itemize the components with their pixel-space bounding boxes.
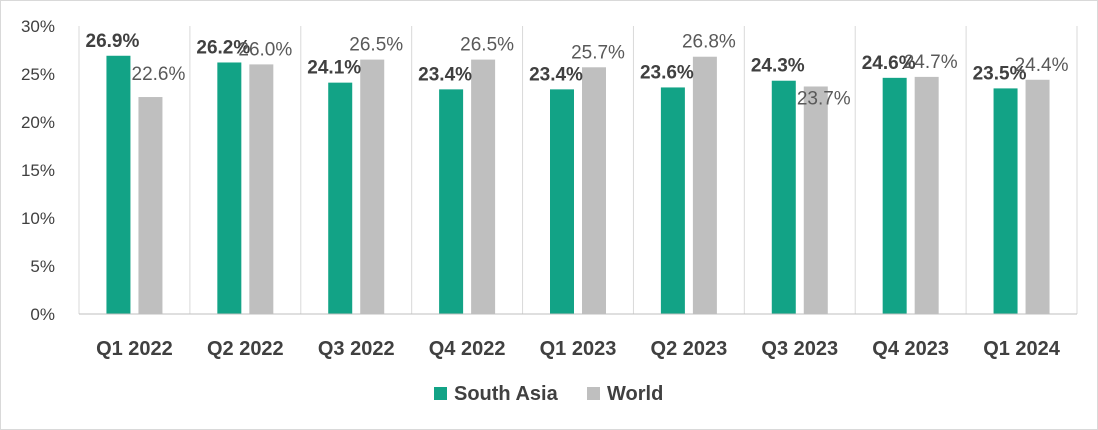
bar-south-asia — [439, 89, 464, 314]
bar-world — [914, 76, 939, 314]
data-label-south-asia: 24.3% — [751, 56, 805, 77]
legend-label-south-asia: South Asia — [454, 383, 559, 405]
bar-south-asia — [550, 89, 574, 314]
data-label-world: 25.7% — [571, 42, 625, 63]
data-label-south-asia: 26.9% — [86, 31, 140, 52]
x-tick-label: Q3 2022 — [318, 338, 395, 360]
data-labels: 26.9%22.6%26.2%26.0%24.1%26.5%23.4%26.5%… — [86, 31, 1069, 110]
data-label-south-asia: 23.6% — [640, 62, 694, 83]
data-label-south-asia: 26.2% — [196, 37, 250, 58]
y-tick-label: 30% — [21, 17, 55, 36]
bar-world — [692, 56, 717, 314]
data-label-world: 26.0% — [238, 39, 292, 60]
axes: 0% 5% 10% 15% 20% 25% 30% Q1 2022 Q2 2022 Q3 2022… — [21, 17, 1077, 360]
data-label-south-asia: 24.6% — [862, 53, 916, 74]
y-tick-label: 25% — [21, 65, 55, 84]
bar-south-asia — [882, 77, 907, 314]
data-label-south-asia: 23.4% — [418, 64, 472, 85]
legend-label-world: World — [607, 383, 663, 405]
bar-world — [582, 67, 606, 314]
x-tick-label: Q2 2022 — [207, 338, 284, 360]
x-tick-label: Q1 2022 — [96, 338, 173, 360]
x-tick-label: Q4 2023 — [872, 338, 949, 360]
bar-south-asia — [993, 88, 1018, 315]
legend-swatch-south-asia — [434, 387, 447, 400]
bar-south-asia — [217, 62, 242, 315]
x-tick-label: Q1 2023 — [540, 338, 617, 360]
y-tick-label: 20% — [21, 113, 55, 132]
data-label-world: 22.6% — [132, 64, 186, 85]
y-tick-label: 5% — [30, 257, 55, 276]
y-tick-label: 10% — [21, 209, 55, 228]
bars — [106, 55, 1050, 315]
y-tick-label: 0% — [30, 305, 55, 324]
data-label-world: 26.5% — [460, 35, 514, 56]
legend-swatch-world — [587, 387, 600, 400]
data-label-world: 24.4% — [1015, 55, 1069, 76]
bar-south-asia — [106, 55, 131, 314]
data-label-world: 26.8% — [682, 32, 736, 53]
x-tick-label: Q4 2022 — [429, 338, 506, 360]
bar-world — [1025, 79, 1050, 314]
bar-world — [249, 64, 274, 315]
bar-world — [138, 97, 163, 314]
bar-south-asia — [660, 87, 685, 314]
grid — [78, 26, 1078, 314]
bar-world — [803, 86, 828, 314]
data-label-world: 26.5% — [349, 35, 403, 56]
data-label-south-asia: 23.5% — [973, 63, 1027, 84]
bar-south-asia — [771, 80, 796, 314]
data-label-south-asia: 24.1% — [307, 58, 361, 79]
y-tick-label: 15% — [21, 161, 55, 180]
x-tick-label: Q1 2024 — [983, 338, 1061, 360]
data-label-south-asia: 23.4% — [529, 64, 583, 85]
bar-world — [471, 59, 496, 314]
data-label-world: 23.7% — [797, 89, 851, 110]
data-label-world: 24.7% — [904, 52, 958, 73]
bar-world — [360, 59, 385, 314]
x-tick-label: Q2 2023 — [651, 338, 728, 360]
legend: South Asia World — [434, 383, 663, 405]
x-tick-label: Q3 2023 — [761, 338, 838, 360]
bar-south-asia — [328, 82, 353, 314]
